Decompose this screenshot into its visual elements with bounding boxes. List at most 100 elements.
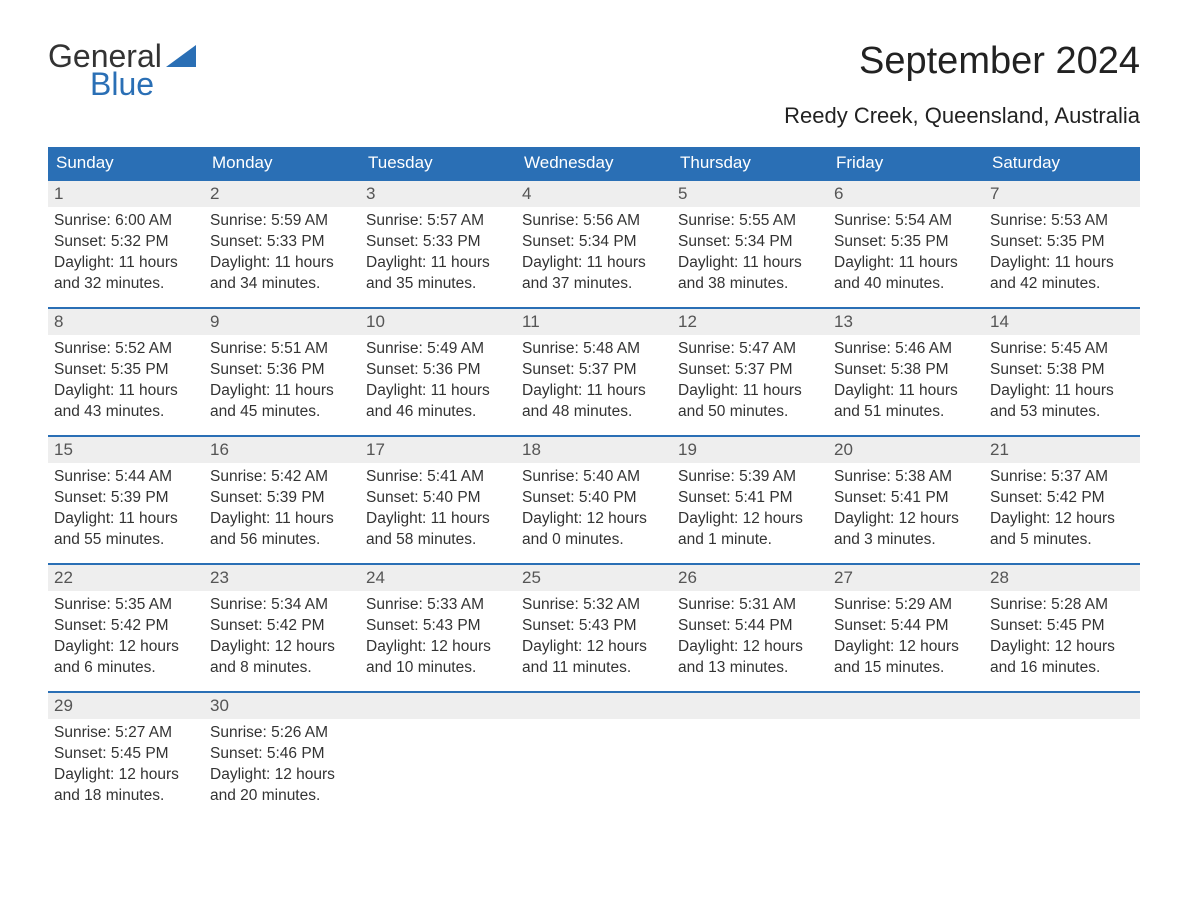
calendar-day-cell: 18Sunrise: 5:40 AMSunset: 5:40 PMDayligh…	[516, 436, 672, 564]
day-content: Sunrise: 5:59 AMSunset: 5:33 PMDaylight:…	[204, 207, 360, 303]
weekday-header: Friday	[828, 147, 984, 180]
calendar-day-cell: 24Sunrise: 5:33 AMSunset: 5:43 PMDayligh…	[360, 564, 516, 692]
day-daylight2: and 13 minutes.	[678, 658, 822, 679]
day-daylight2: and 20 minutes.	[210, 786, 354, 807]
calendar-day-cell: 2Sunrise: 5:59 AMSunset: 5:33 PMDaylight…	[204, 180, 360, 308]
day-number: 3	[360, 181, 516, 207]
day-content: Sunrise: 5:47 AMSunset: 5:37 PMDaylight:…	[672, 335, 828, 431]
day-daylight2: and 15 minutes.	[834, 658, 978, 679]
day-sunset: Sunset: 5:37 PM	[678, 360, 822, 381]
calendar-day-cell: 27Sunrise: 5:29 AMSunset: 5:44 PMDayligh…	[828, 564, 984, 692]
day-sunrise: Sunrise: 5:33 AM	[366, 595, 510, 616]
location-label: Reedy Creek, Queensland, Australia	[784, 103, 1140, 129]
day-daylight1: Daylight: 11 hours	[522, 253, 666, 274]
day-number: 17	[360, 437, 516, 463]
calendar-week-row: 15Sunrise: 5:44 AMSunset: 5:39 PMDayligh…	[48, 436, 1140, 564]
day-content: Sunrise: 5:35 AMSunset: 5:42 PMDaylight:…	[48, 591, 204, 687]
weekday-header: Tuesday	[360, 147, 516, 180]
day-daylight2: and 18 minutes.	[54, 786, 198, 807]
day-content: Sunrise: 5:48 AMSunset: 5:37 PMDaylight:…	[516, 335, 672, 431]
weekday-header: Wednesday	[516, 147, 672, 180]
day-number: 10	[360, 309, 516, 335]
day-daylight2: and 5 minutes.	[990, 530, 1134, 551]
calendar-day-cell: 6Sunrise: 5:54 AMSunset: 5:35 PMDaylight…	[828, 180, 984, 308]
calendar-day-cell: 29Sunrise: 5:27 AMSunset: 5:45 PMDayligh…	[48, 692, 204, 820]
day-daylight2: and 37 minutes.	[522, 274, 666, 295]
day-content: Sunrise: 5:39 AMSunset: 5:41 PMDaylight:…	[672, 463, 828, 559]
day-daylight1: Daylight: 11 hours	[366, 381, 510, 402]
day-number	[672, 693, 828, 719]
calendar-day-cell: 28Sunrise: 5:28 AMSunset: 5:45 PMDayligh…	[984, 564, 1140, 692]
day-sunset: Sunset: 5:38 PM	[990, 360, 1134, 381]
calendar-day-cell: 15Sunrise: 5:44 AMSunset: 5:39 PMDayligh…	[48, 436, 204, 564]
day-content: Sunrise: 5:38 AMSunset: 5:41 PMDaylight:…	[828, 463, 984, 559]
day-daylight2: and 50 minutes.	[678, 402, 822, 423]
day-daylight1: Daylight: 12 hours	[834, 509, 978, 530]
day-content: Sunrise: 5:27 AMSunset: 5:45 PMDaylight:…	[48, 719, 204, 815]
day-number: 13	[828, 309, 984, 335]
day-number: 4	[516, 181, 672, 207]
day-sunrise: Sunrise: 5:57 AM	[366, 211, 510, 232]
calendar-table: Sunday Monday Tuesday Wednesday Thursday…	[48, 147, 1140, 820]
day-sunset: Sunset: 5:45 PM	[54, 744, 198, 765]
calendar-day-cell: 26Sunrise: 5:31 AMSunset: 5:44 PMDayligh…	[672, 564, 828, 692]
day-daylight1: Daylight: 12 hours	[990, 637, 1134, 658]
day-sunset: Sunset: 5:42 PM	[210, 616, 354, 637]
day-content: Sunrise: 5:26 AMSunset: 5:46 PMDaylight:…	[204, 719, 360, 815]
day-daylight2: and 11 minutes.	[522, 658, 666, 679]
day-daylight1: Daylight: 12 hours	[54, 765, 198, 786]
day-sunset: Sunset: 5:35 PM	[990, 232, 1134, 253]
day-sunrise: Sunrise: 5:28 AM	[990, 595, 1134, 616]
weekday-header-row: Sunday Monday Tuesday Wednesday Thursday…	[48, 147, 1140, 180]
day-sunrise: Sunrise: 5:55 AM	[678, 211, 822, 232]
day-content: Sunrise: 6:00 AMSunset: 5:32 PMDaylight:…	[48, 207, 204, 303]
brand-logo: General Blue	[48, 40, 196, 100]
day-daylight1: Daylight: 12 hours	[210, 637, 354, 658]
day-content: Sunrise: 5:28 AMSunset: 5:45 PMDaylight:…	[984, 591, 1140, 687]
day-sunrise: Sunrise: 5:37 AM	[990, 467, 1134, 488]
day-daylight2: and 53 minutes.	[990, 402, 1134, 423]
day-sunrise: Sunrise: 5:39 AM	[678, 467, 822, 488]
day-sunset: Sunset: 5:39 PM	[210, 488, 354, 509]
day-sunrise: Sunrise: 5:42 AM	[210, 467, 354, 488]
calendar-day-cell	[828, 692, 984, 820]
calendar-week-row: 8Sunrise: 5:52 AMSunset: 5:35 PMDaylight…	[48, 308, 1140, 436]
day-sunrise: Sunrise: 5:38 AM	[834, 467, 978, 488]
calendar-day-cell	[516, 692, 672, 820]
calendar-day-cell	[984, 692, 1140, 820]
day-daylight1: Daylight: 11 hours	[990, 381, 1134, 402]
day-daylight1: Daylight: 11 hours	[678, 381, 822, 402]
day-daylight1: Daylight: 11 hours	[54, 253, 198, 274]
day-content: Sunrise: 5:31 AMSunset: 5:44 PMDaylight:…	[672, 591, 828, 687]
calendar-day-cell: 1Sunrise: 6:00 AMSunset: 5:32 PMDaylight…	[48, 180, 204, 308]
day-content: Sunrise: 5:41 AMSunset: 5:40 PMDaylight:…	[360, 463, 516, 559]
day-sunrise: Sunrise: 5:49 AM	[366, 339, 510, 360]
day-daylight1: Daylight: 11 hours	[990, 253, 1134, 274]
day-content: Sunrise: 5:54 AMSunset: 5:35 PMDaylight:…	[828, 207, 984, 303]
weekday-header: Sunday	[48, 147, 204, 180]
calendar-day-cell: 30Sunrise: 5:26 AMSunset: 5:46 PMDayligh…	[204, 692, 360, 820]
day-content: Sunrise: 5:29 AMSunset: 5:44 PMDaylight:…	[828, 591, 984, 687]
day-number: 6	[828, 181, 984, 207]
day-content: Sunrise: 5:45 AMSunset: 5:38 PMDaylight:…	[984, 335, 1140, 431]
day-number: 16	[204, 437, 360, 463]
day-sunset: Sunset: 5:42 PM	[54, 616, 198, 637]
calendar-day-cell: 14Sunrise: 5:45 AMSunset: 5:38 PMDayligh…	[984, 308, 1140, 436]
day-daylight2: and 3 minutes.	[834, 530, 978, 551]
day-daylight2: and 42 minutes.	[990, 274, 1134, 295]
day-number	[360, 693, 516, 719]
day-daylight1: Daylight: 11 hours	[210, 381, 354, 402]
day-daylight2: and 58 minutes.	[366, 530, 510, 551]
day-sunrise: Sunrise: 5:27 AM	[54, 723, 198, 744]
day-number: 30	[204, 693, 360, 719]
day-sunset: Sunset: 5:35 PM	[834, 232, 978, 253]
day-daylight1: Daylight: 12 hours	[210, 765, 354, 786]
day-daylight1: Daylight: 11 hours	[834, 381, 978, 402]
day-content: Sunrise: 5:52 AMSunset: 5:35 PMDaylight:…	[48, 335, 204, 431]
calendar-day-cell: 10Sunrise: 5:49 AMSunset: 5:36 PMDayligh…	[360, 308, 516, 436]
day-daylight2: and 51 minutes.	[834, 402, 978, 423]
calendar-day-cell: 11Sunrise: 5:48 AMSunset: 5:37 PMDayligh…	[516, 308, 672, 436]
day-sunrise: Sunrise: 5:48 AM	[522, 339, 666, 360]
calendar-day-cell: 22Sunrise: 5:35 AMSunset: 5:42 PMDayligh…	[48, 564, 204, 692]
day-content: Sunrise: 5:34 AMSunset: 5:42 PMDaylight:…	[204, 591, 360, 687]
